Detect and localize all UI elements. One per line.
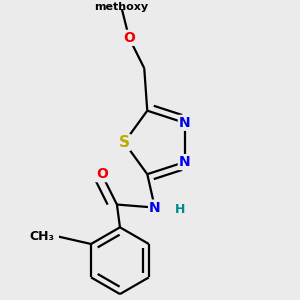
Text: H: H <box>175 202 185 216</box>
Text: O: O <box>96 167 108 181</box>
Text: CH₃: CH₃ <box>30 230 55 243</box>
Text: S: S <box>119 135 130 150</box>
Text: N: N <box>149 201 161 214</box>
Text: N: N <box>179 116 190 130</box>
Text: methoxy: methoxy <box>94 2 148 13</box>
Text: N: N <box>179 155 190 169</box>
Text: O: O <box>123 31 135 45</box>
